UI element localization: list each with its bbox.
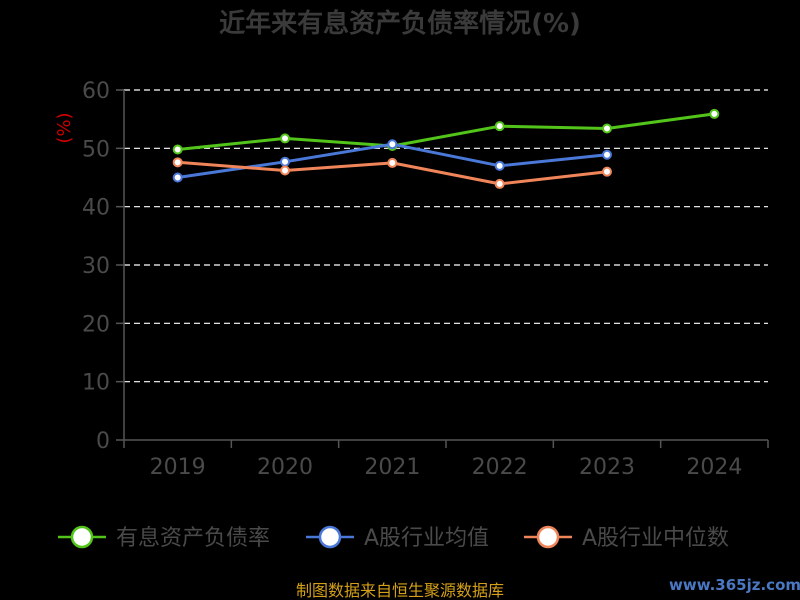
y-tick-label-10: 10 bbox=[82, 371, 110, 396]
legend-marker-1 bbox=[318, 525, 342, 549]
point-s0-2023 bbox=[602, 123, 612, 134]
point-s2-2021 bbox=[387, 157, 398, 168]
legend-label-2: A股行业中位数 bbox=[582, 526, 729, 551]
y-tick-label-30: 30 bbox=[82, 254, 110, 279]
point-s1-2021 bbox=[387, 139, 398, 150]
point-s1-2023 bbox=[602, 149, 612, 160]
point-s2-2022 bbox=[494, 178, 505, 189]
x-tick-label-2023: 2023 bbox=[579, 455, 635, 480]
y-axis-unit: (%) bbox=[54, 112, 75, 143]
point-s0-2019 bbox=[172, 144, 183, 155]
series-line-0 bbox=[177, 112, 715, 151]
point-s0-2024 bbox=[709, 108, 720, 119]
y-tick-label-20: 20 bbox=[82, 312, 110, 337]
chart-title: 近年来有息资产负债率情况(%) bbox=[219, 8, 581, 39]
data-source-note: 制图数据来自恒生聚源数据库 bbox=[296, 581, 504, 600]
legend-label-1: A股行业均值 bbox=[364, 526, 489, 551]
point-s2-2020 bbox=[280, 165, 290, 176]
series-layer bbox=[172, 108, 720, 189]
legend[interactable]: 有息资产负债率 A股行业均值 A股行业中位数 bbox=[58, 525, 729, 551]
legend-marker-0 bbox=[70, 525, 94, 549]
point-s0-2022 bbox=[494, 121, 505, 132]
x-tick-label-2024: 2024 bbox=[686, 455, 742, 480]
y-tick-label-40: 40 bbox=[82, 196, 110, 221]
point-s2-2023 bbox=[602, 166, 612, 177]
y-tick-label-50: 50 bbox=[82, 137, 110, 162]
legend-label-0: 有息资产负债率 bbox=[116, 526, 270, 551]
legend-marker-2 bbox=[536, 525, 560, 549]
axis-layer: 0 10 20 30 40 50 60 2019 2020 2021 2022 2023 2024 bbox=[82, 79, 769, 480]
point-s1-2019 bbox=[172, 172, 183, 183]
grid-layer bbox=[124, 89, 768, 383]
y-tick-label-60: 60 bbox=[82, 79, 110, 104]
x-tick-label-2020: 2020 bbox=[257, 455, 313, 480]
x-tick-label-2019: 2019 bbox=[150, 455, 206, 480]
x-tick-label-2022: 2022 bbox=[472, 455, 528, 480]
point-s2-2019 bbox=[172, 157, 183, 168]
y-tick-label-0: 0 bbox=[96, 429, 110, 454]
point-s1-2022 bbox=[494, 160, 505, 171]
point-s1-2020 bbox=[280, 156, 290, 167]
x-tick-label-2021: 2021 bbox=[364, 455, 420, 480]
point-s0-2020 bbox=[280, 133, 290, 144]
watermark: www.365jz.com bbox=[669, 576, 800, 594]
